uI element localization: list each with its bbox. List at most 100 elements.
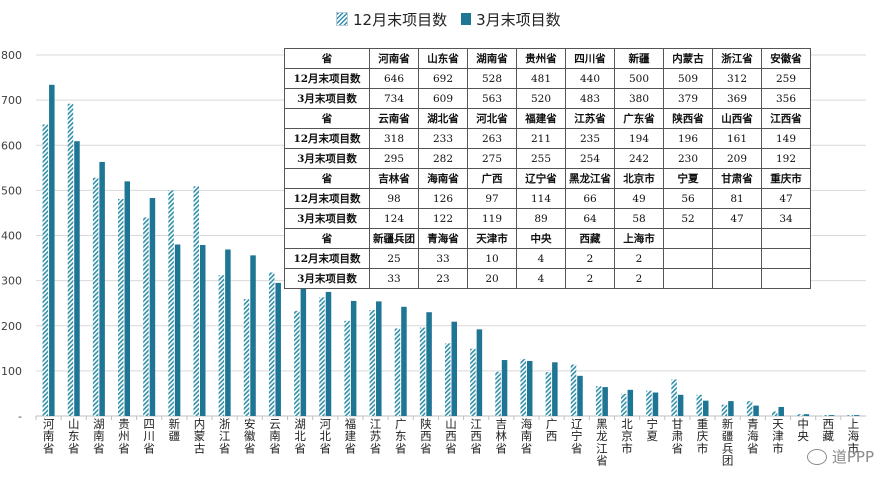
- table-mar-cell: 295: [369, 148, 419, 169]
- table-dec-cell: 2: [614, 248, 664, 269]
- bar-dec: [520, 359, 526, 416]
- x-tick-label: 北京市: [621, 417, 633, 455]
- table-dec-cell: 259: [761, 68, 811, 89]
- bar-mar: [828, 415, 835, 416]
- table-mar-cell: 64: [565, 208, 615, 229]
- table-mar-cell: 380: [614, 88, 664, 109]
- table-row-label: 省: [284, 168, 370, 189]
- table-row: 省新疆兵团 青海省 天津市 中央 西藏 上海市: [284, 228, 811, 249]
- y-tick-label: 200: [1, 320, 22, 333]
- table-row-label: 3月末项目数: [284, 88, 370, 109]
- bar-dec: [419, 327, 426, 416]
- table-province-cell: 海南省: [418, 168, 468, 189]
- table-mar-cell: 20: [467, 268, 517, 289]
- table-dec-cell: 2: [565, 248, 615, 269]
- bar-dec: [847, 415, 853, 416]
- table-mar-cell: 356: [761, 88, 811, 109]
- bar-mar: [325, 291, 332, 416]
- table-mar-cell: [761, 268, 811, 289]
- bar-dec: [243, 299, 250, 416]
- table-dec-cell: [663, 248, 713, 269]
- table-mar-cell: 483: [565, 88, 615, 109]
- table-mar-cell: 119: [467, 208, 517, 229]
- table-province-cell: 江苏省: [565, 108, 615, 129]
- table-dec-cell: 114: [516, 188, 566, 209]
- bar-dec: [344, 320, 350, 416]
- bar-dec: [319, 297, 325, 416]
- bar-dec: [143, 217, 149, 416]
- table-dec-cell: 66: [565, 188, 615, 209]
- table-row-label: 12月末项目数: [284, 128, 370, 149]
- bar-mar: [652, 392, 659, 416]
- bar-dec: [797, 414, 803, 416]
- x-tick-label: 江苏省: [370, 417, 382, 455]
- table-mar-cell: 734: [369, 88, 419, 109]
- x-tick-label: 天津市: [772, 417, 784, 455]
- table-row: 省云南省 湖北省 河北省 福建省 江苏省 广东省 陕西省 山西省 江西省: [284, 108, 811, 129]
- table-province-cell: 辽宁省: [516, 168, 566, 189]
- bar-mar: [476, 329, 483, 416]
- table-province-cell: 广东省: [614, 108, 664, 129]
- table-province-cell: 四川省: [565, 48, 615, 69]
- chart-legend: 12月末项目数 3月末项目数: [336, 8, 575, 30]
- bar-mar: [803, 414, 810, 416]
- table-province-cell: 陕西省: [663, 108, 713, 129]
- table-dec-cell: 692: [418, 68, 468, 89]
- table-dec-cell: 81: [712, 188, 762, 209]
- bar-dec: [671, 379, 677, 416]
- table-province-cell: 甘肃省: [712, 168, 762, 189]
- table-province-cell: [663, 228, 713, 249]
- table-province-cell: 安徽省: [761, 48, 811, 69]
- bar-dec: [470, 348, 476, 416]
- y-tick-label: 100: [1, 365, 22, 378]
- table-mar-cell: 192: [761, 148, 811, 169]
- table-row-label: 省: [284, 48, 370, 69]
- table-row-label: 3月末项目数: [284, 148, 370, 169]
- table-dec-cell: 509: [663, 68, 713, 89]
- table-province-cell: 黑龙江省: [565, 168, 615, 189]
- table-mar-cell: 2: [614, 268, 664, 289]
- x-tick-label: 福建省: [345, 417, 357, 455]
- table-dec-cell: 25: [369, 248, 419, 269]
- x-tick-label: 贵州省: [118, 417, 130, 455]
- bar-dec: [721, 404, 728, 416]
- table-province-cell: 福建省: [516, 108, 566, 129]
- bar-dec: [118, 198, 124, 416]
- table-province-cell: 新疆: [614, 48, 664, 69]
- bar-mar: [677, 394, 684, 416]
- table-mar-cell: 255: [516, 148, 566, 169]
- watermark: 道PPP: [806, 446, 874, 467]
- table-dec-cell: 500: [614, 68, 664, 89]
- table-dec-cell: 235: [565, 128, 615, 149]
- x-tick-label: 西藏: [823, 417, 835, 443]
- table-mar-cell: 369: [712, 88, 762, 109]
- table-province-cell: 吉林省: [369, 168, 419, 189]
- bar-mar: [778, 406, 784, 416]
- table-row: 3月末项目数 734 609 563 520 483 380 379 369 356: [284, 88, 811, 109]
- wechat-icon: [806, 448, 827, 465]
- x-tick-label: 黑龙江省: [596, 417, 608, 468]
- table-mar-cell: 89: [516, 208, 566, 229]
- bar-dec: [294, 310, 300, 416]
- legend-label-mar: 3月末项目数: [476, 10, 561, 29]
- bar-mar: [225, 249, 231, 416]
- table-row: 3月末项目数 295 282 275 255 254 242 230 209 192: [284, 148, 811, 169]
- bar-mar: [149, 198, 156, 416]
- table-province-cell: [712, 228, 762, 249]
- x-tick-label: 山西省: [445, 417, 457, 455]
- bar-mar: [199, 244, 206, 416]
- table-row: 省吉林省 海南省 广西 辽宁省 黑龙江省 北京市 宁夏 甘肃省 重庆市: [284, 168, 811, 189]
- table-mar-cell: 34: [761, 208, 811, 229]
- bar-mar: [426, 312, 432, 416]
- bar-mar: [602, 387, 608, 416]
- x-tick-label: 青海省: [747, 417, 759, 455]
- x-tick-label: 河北省: [319, 417, 331, 455]
- table-row-label: 省: [284, 228, 370, 249]
- bar-dec: [595, 386, 602, 416]
- table-dec-cell: 211: [516, 128, 566, 149]
- bar-mar: [451, 321, 457, 416]
- bar-mar: [275, 282, 281, 416]
- x-tick-label: 安徽省: [244, 417, 256, 455]
- y-tick-label: -: [18, 410, 22, 423]
- table-mar-cell: 520: [516, 88, 566, 109]
